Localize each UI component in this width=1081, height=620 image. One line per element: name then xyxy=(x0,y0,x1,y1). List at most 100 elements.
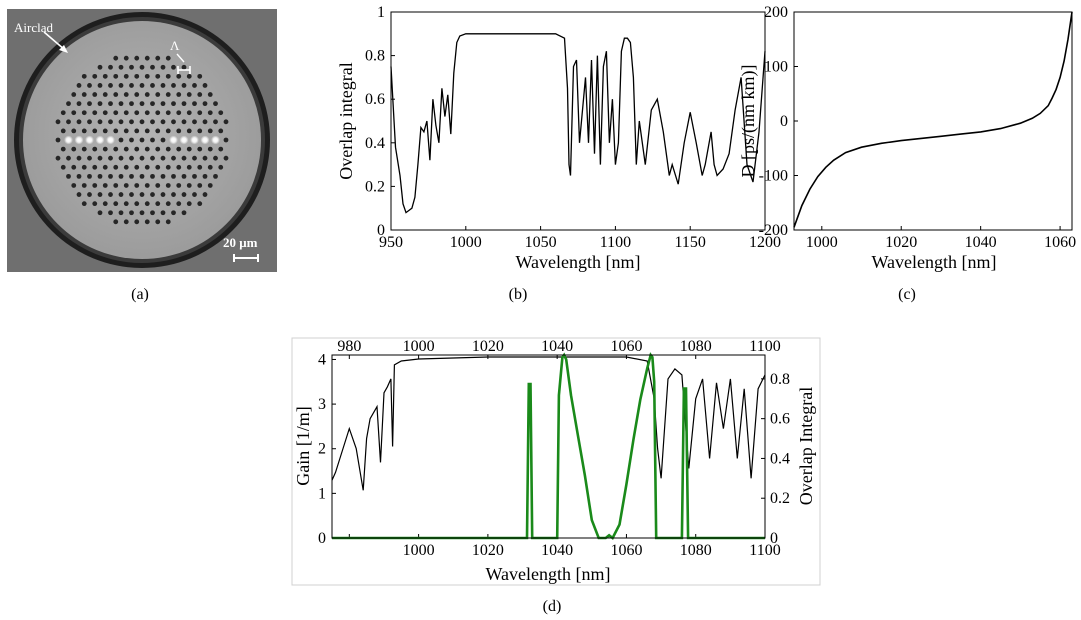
air-hole xyxy=(113,164,119,170)
air-hole xyxy=(129,119,134,125)
air-hole xyxy=(76,155,82,161)
air-hole xyxy=(155,92,161,97)
air-hole xyxy=(155,128,161,134)
air-hole xyxy=(176,146,182,152)
air-hole xyxy=(92,146,98,152)
air-hole xyxy=(144,164,150,170)
air-hole xyxy=(181,192,187,197)
air-hole xyxy=(102,201,108,207)
core-spot xyxy=(95,135,105,145)
air-hole xyxy=(139,101,145,107)
air-hole xyxy=(118,101,124,107)
air-hole xyxy=(76,101,82,107)
x-tick-label: 1060 xyxy=(610,542,642,559)
air-hole xyxy=(102,110,108,116)
y2-tick-label: 0.6 xyxy=(770,411,790,428)
x-tick-label: 1150 xyxy=(674,234,705,251)
panel-label-b: (b) xyxy=(509,286,528,303)
air-hole xyxy=(171,64,176,70)
x-tick-label: 1020 xyxy=(472,542,504,559)
fiber-micrograph: Airclad Λ 20 μm xyxy=(7,9,277,272)
air-hole xyxy=(155,110,161,116)
air-hole xyxy=(181,119,187,125)
air-hole xyxy=(108,173,113,179)
plot-frame xyxy=(390,11,766,231)
air-hole xyxy=(66,173,71,179)
air-hole xyxy=(150,83,155,88)
air-hole xyxy=(186,164,192,170)
doped-core-array xyxy=(64,135,220,145)
air-hole xyxy=(155,183,161,188)
y2-tick-label: 0 xyxy=(770,530,778,547)
air-hole xyxy=(144,146,150,152)
air-hole xyxy=(181,155,187,161)
y-tick-label: 100 xyxy=(764,59,788,76)
air-hole xyxy=(192,155,197,161)
air-hole xyxy=(165,201,171,207)
air-hole xyxy=(71,110,77,116)
air-hole xyxy=(129,173,134,179)
air-hole xyxy=(76,83,82,88)
air-hole xyxy=(144,201,150,207)
y2-tick-label: 0.2 xyxy=(770,490,790,507)
air-hole xyxy=(134,146,140,152)
air-hole xyxy=(129,64,134,70)
air-hole xyxy=(87,119,92,125)
overlap-integral-line xyxy=(390,33,766,214)
air-hole xyxy=(181,210,187,216)
core-spot xyxy=(190,135,199,145)
air-hole xyxy=(123,164,129,170)
air-hole-lattice xyxy=(55,55,229,225)
core-spot xyxy=(179,135,189,145)
air-hole xyxy=(192,83,197,88)
air-hole xyxy=(176,73,182,79)
air-hole xyxy=(134,110,140,116)
air-hole xyxy=(87,173,92,179)
air-hole xyxy=(202,83,208,88)
x-top-tick-label: 1020 xyxy=(472,338,504,355)
air-hole xyxy=(186,146,192,152)
air-hole xyxy=(55,155,61,161)
core-spot xyxy=(106,135,115,145)
y-tick-label: 4 xyxy=(318,351,326,368)
air-hole xyxy=(150,192,155,197)
air-hole xyxy=(108,192,113,197)
air-hole xyxy=(134,201,140,207)
air-hole xyxy=(134,164,140,170)
air-hole xyxy=(134,73,140,79)
air-hole xyxy=(60,146,66,152)
air-hole xyxy=(186,110,192,116)
air-hole xyxy=(176,183,182,188)
air-hole xyxy=(160,173,166,179)
air-hole xyxy=(66,155,71,161)
air-hole xyxy=(144,92,150,97)
air-hole xyxy=(213,155,218,161)
air-hole xyxy=(165,55,171,61)
plot-frame xyxy=(331,354,766,539)
air-hole xyxy=(150,101,155,107)
air-hole xyxy=(218,128,224,134)
air-hole xyxy=(207,164,213,170)
air-hole xyxy=(108,64,113,70)
air-hole xyxy=(97,119,103,125)
air-hole xyxy=(92,128,98,134)
air-hole xyxy=(129,101,134,107)
x-tick-label: 1040 xyxy=(965,234,997,251)
air-hole xyxy=(171,83,176,88)
air-hole xyxy=(144,110,150,116)
air-hole xyxy=(129,83,134,88)
air-hole xyxy=(181,173,187,179)
x-tick-label: 950 xyxy=(379,234,403,251)
air-hole xyxy=(66,119,71,125)
air-hole xyxy=(144,183,150,188)
x-tick-label: 1100 xyxy=(600,234,631,251)
air-hole xyxy=(123,92,129,97)
air-hole xyxy=(181,64,187,70)
air-hole xyxy=(97,210,103,216)
air-hole xyxy=(186,92,192,97)
y-tick-label: 0.2 xyxy=(365,178,385,195)
air-hole xyxy=(118,83,124,88)
air-hole xyxy=(155,55,161,61)
air-hole xyxy=(129,137,134,143)
air-hole xyxy=(171,101,176,107)
